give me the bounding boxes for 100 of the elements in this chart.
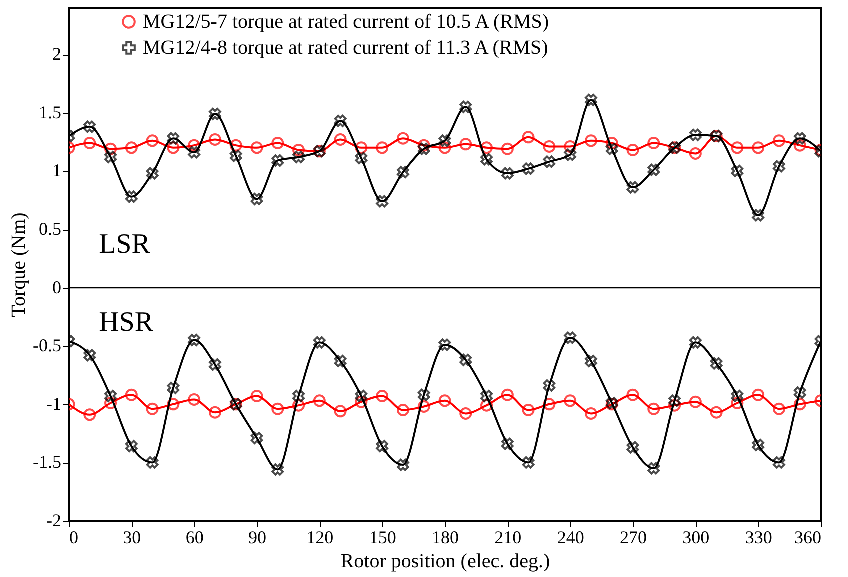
point bbox=[752, 209, 765, 222]
x-tick-label: 90 bbox=[248, 528, 266, 548]
legend-label: MG12/5-7 torque at rated current of 10.5 A (RMS) bbox=[143, 11, 550, 33]
point bbox=[794, 132, 806, 145]
point bbox=[689, 336, 702, 349]
point bbox=[606, 137, 618, 150]
point bbox=[146, 402, 159, 416]
point bbox=[460, 354, 472, 366]
point bbox=[752, 142, 765, 154]
point bbox=[752, 388, 765, 402]
point bbox=[355, 396, 368, 408]
annotation: HSR bbox=[99, 306, 154, 338]
point bbox=[564, 148, 577, 162]
point bbox=[731, 390, 744, 402]
point bbox=[606, 142, 618, 156]
point bbox=[272, 137, 284, 150]
point bbox=[355, 390, 368, 402]
point bbox=[584, 134, 598, 148]
point bbox=[104, 142, 118, 156]
point bbox=[501, 438, 514, 450]
point bbox=[167, 398, 180, 411]
point bbox=[564, 394, 577, 408]
point bbox=[167, 382, 180, 394]
point bbox=[626, 441, 640, 454]
point bbox=[648, 402, 660, 416]
y-tick-label: -1 bbox=[46, 394, 62, 414]
point bbox=[648, 462, 660, 475]
y-tick-label: -1.5 bbox=[33, 452, 62, 472]
y-axis-title: Torque (Nm) bbox=[8, 212, 30, 318]
point bbox=[209, 358, 222, 371]
point bbox=[522, 404, 535, 416]
y-tick-label: 0 bbox=[52, 277, 62, 298]
point bbox=[146, 167, 159, 180]
point bbox=[334, 114, 347, 128]
point bbox=[752, 439, 765, 452]
x-tick-label: 330 bbox=[745, 528, 772, 548]
y-tick-label: 1.5 bbox=[39, 102, 62, 122]
point bbox=[355, 142, 368, 154]
point bbox=[668, 399, 682, 412]
y-tick-label: 0.5 bbox=[39, 219, 62, 240]
point bbox=[188, 139, 201, 152]
point bbox=[334, 355, 347, 368]
point bbox=[480, 153, 493, 166]
point bbox=[522, 162, 535, 176]
point bbox=[292, 399, 306, 412]
point bbox=[397, 458, 410, 472]
point bbox=[480, 142, 494, 154]
point bbox=[272, 154, 284, 167]
point bbox=[626, 388, 640, 402]
point bbox=[313, 394, 326, 408]
point bbox=[648, 137, 660, 150]
point bbox=[272, 464, 284, 476]
point bbox=[731, 397, 744, 410]
point bbox=[501, 167, 514, 180]
point bbox=[438, 394, 452, 408]
point bbox=[396, 404, 410, 416]
point bbox=[84, 137, 96, 150]
point bbox=[480, 399, 494, 412]
point bbox=[250, 193, 264, 206]
x-tick-label: 360 bbox=[794, 528, 822, 548]
point bbox=[376, 390, 389, 402]
point bbox=[689, 128, 702, 142]
x-axis-title: Rotor position (elec. deg.) bbox=[340, 550, 550, 572]
y-tick-label: -2 bbox=[46, 510, 62, 530]
x-tick-label: 30 bbox=[123, 528, 142, 548]
point bbox=[250, 432, 264, 444]
point bbox=[146, 134, 159, 148]
point bbox=[84, 349, 96, 362]
point bbox=[794, 386, 806, 399]
point bbox=[418, 142, 430, 156]
point bbox=[710, 406, 723, 419]
annotation: LSR bbox=[99, 229, 151, 260]
point bbox=[501, 142, 514, 156]
point bbox=[292, 144, 306, 156]
point bbox=[543, 398, 556, 411]
point bbox=[104, 390, 117, 402]
point bbox=[146, 456, 159, 469]
point bbox=[188, 394, 201, 406]
point bbox=[522, 131, 535, 144]
x-tick-label: 210 bbox=[494, 528, 522, 548]
point bbox=[543, 380, 556, 392]
point bbox=[188, 334, 201, 346]
point bbox=[230, 150, 242, 162]
point bbox=[188, 146, 201, 159]
point bbox=[104, 151, 117, 164]
point bbox=[668, 394, 681, 408]
point bbox=[438, 134, 452, 148]
point bbox=[396, 132, 410, 145]
point bbox=[125, 388, 138, 402]
x-tick-label: 150 bbox=[369, 528, 396, 548]
point bbox=[522, 456, 535, 469]
point bbox=[626, 181, 640, 194]
point bbox=[731, 142, 744, 154]
point bbox=[794, 139, 806, 152]
y-tick-label: 1 bbox=[52, 160, 62, 181]
point bbox=[731, 165, 744, 178]
point bbox=[564, 332, 577, 344]
point bbox=[460, 138, 472, 151]
point bbox=[84, 120, 96, 134]
point bbox=[564, 140, 577, 153]
